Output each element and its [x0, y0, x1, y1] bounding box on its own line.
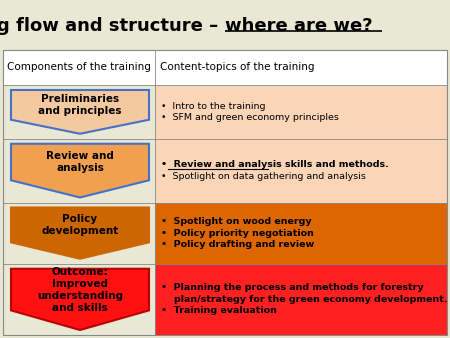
Text: Policy
development: Policy development	[41, 214, 119, 236]
Text: Training flow and structure –: Training flow and structure –	[0, 17, 225, 35]
Text: Components of the training: Components of the training	[7, 63, 151, 72]
Bar	[3, 202, 155, 264]
Polygon shape	[11, 144, 149, 197]
Bar	[3, 50, 447, 85]
Text: where are we?: where are we?	[225, 17, 373, 35]
Bar	[155, 202, 447, 264]
Text: •  Training evaluation: • Training evaluation	[161, 306, 277, 315]
Text: •  Planning the process and methods for forestry: • Planning the process and methods for f…	[161, 283, 423, 292]
Bar	[155, 139, 447, 202]
Bar	[3, 264, 155, 335]
Text: •  SFM and green economy principles: • SFM and green economy principles	[161, 113, 339, 122]
Bar	[3, 85, 155, 139]
Polygon shape	[11, 90, 149, 134]
Polygon shape	[11, 269, 149, 330]
Text: •  Policy drafting and review: • Policy drafting and review	[161, 240, 314, 249]
Text: plan/strategy for the green economy development.: plan/strategy for the green economy deve…	[161, 295, 448, 304]
Text: Preliminaries
and principles: Preliminaries and principles	[38, 94, 122, 116]
Text: •  Review and analysis skills and methods.: • Review and analysis skills and methods…	[161, 160, 389, 169]
Bar	[3, 139, 155, 202]
Bar	[3, 50, 447, 335]
Text: Review and
analysis: Review and analysis	[46, 151, 114, 173]
Text: •  Spotlight on wood energy: • Spotlight on wood energy	[161, 217, 311, 226]
Bar	[155, 85, 447, 139]
Polygon shape	[11, 208, 149, 259]
Bar	[155, 264, 447, 335]
Text: •  Intro to the training: • Intro to the training	[161, 102, 266, 111]
Text: •  Policy priority negotiation: • Policy priority negotiation	[161, 228, 314, 238]
Text: •  Spotlight on data gathering and analysis: • Spotlight on data gathering and analys…	[161, 172, 366, 181]
Text: Outcome:
Improved
understanding
and skills: Outcome: Improved understanding and skil…	[37, 267, 123, 313]
Text: Content-topics of the training: Content-topics of the training	[160, 63, 315, 72]
